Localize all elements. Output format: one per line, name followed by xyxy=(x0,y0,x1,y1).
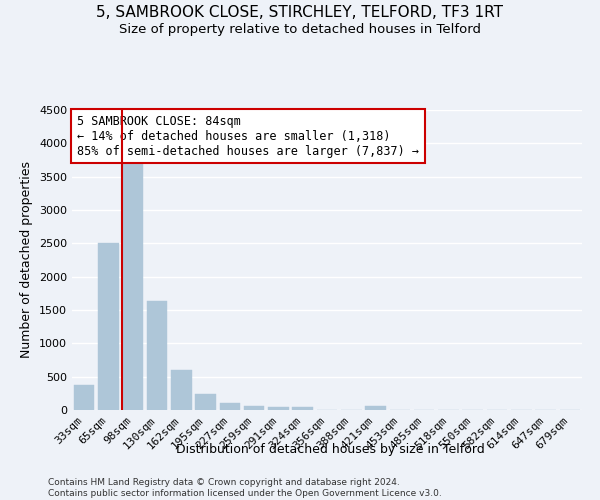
Bar xyxy=(244,406,265,410)
Bar xyxy=(74,384,94,410)
Text: 5, SAMBROOK CLOSE, STIRCHLEY, TELFORD, TF3 1RT: 5, SAMBROOK CLOSE, STIRCHLEY, TELFORD, T… xyxy=(97,5,503,20)
Bar xyxy=(220,402,240,410)
Text: 5 SAMBROOK CLOSE: 84sqm
← 14% of detached houses are smaller (1,318)
85% of semi: 5 SAMBROOK CLOSE: 84sqm ← 14% of detache… xyxy=(77,114,419,158)
Bar xyxy=(268,408,289,410)
Bar xyxy=(195,394,216,410)
Bar xyxy=(122,162,143,410)
Text: Size of property relative to detached houses in Telford: Size of property relative to detached ho… xyxy=(119,22,481,36)
Text: Distribution of detached houses by size in Telford: Distribution of detached houses by size … xyxy=(176,442,484,456)
Bar xyxy=(146,300,167,410)
Y-axis label: Number of detached properties: Number of detached properties xyxy=(20,162,34,358)
Bar xyxy=(171,370,191,410)
Text: Contains HM Land Registry data © Crown copyright and database right 2024.
Contai: Contains HM Land Registry data © Crown c… xyxy=(48,478,442,498)
Bar xyxy=(98,242,119,410)
Bar xyxy=(365,406,386,410)
Bar xyxy=(292,408,313,410)
